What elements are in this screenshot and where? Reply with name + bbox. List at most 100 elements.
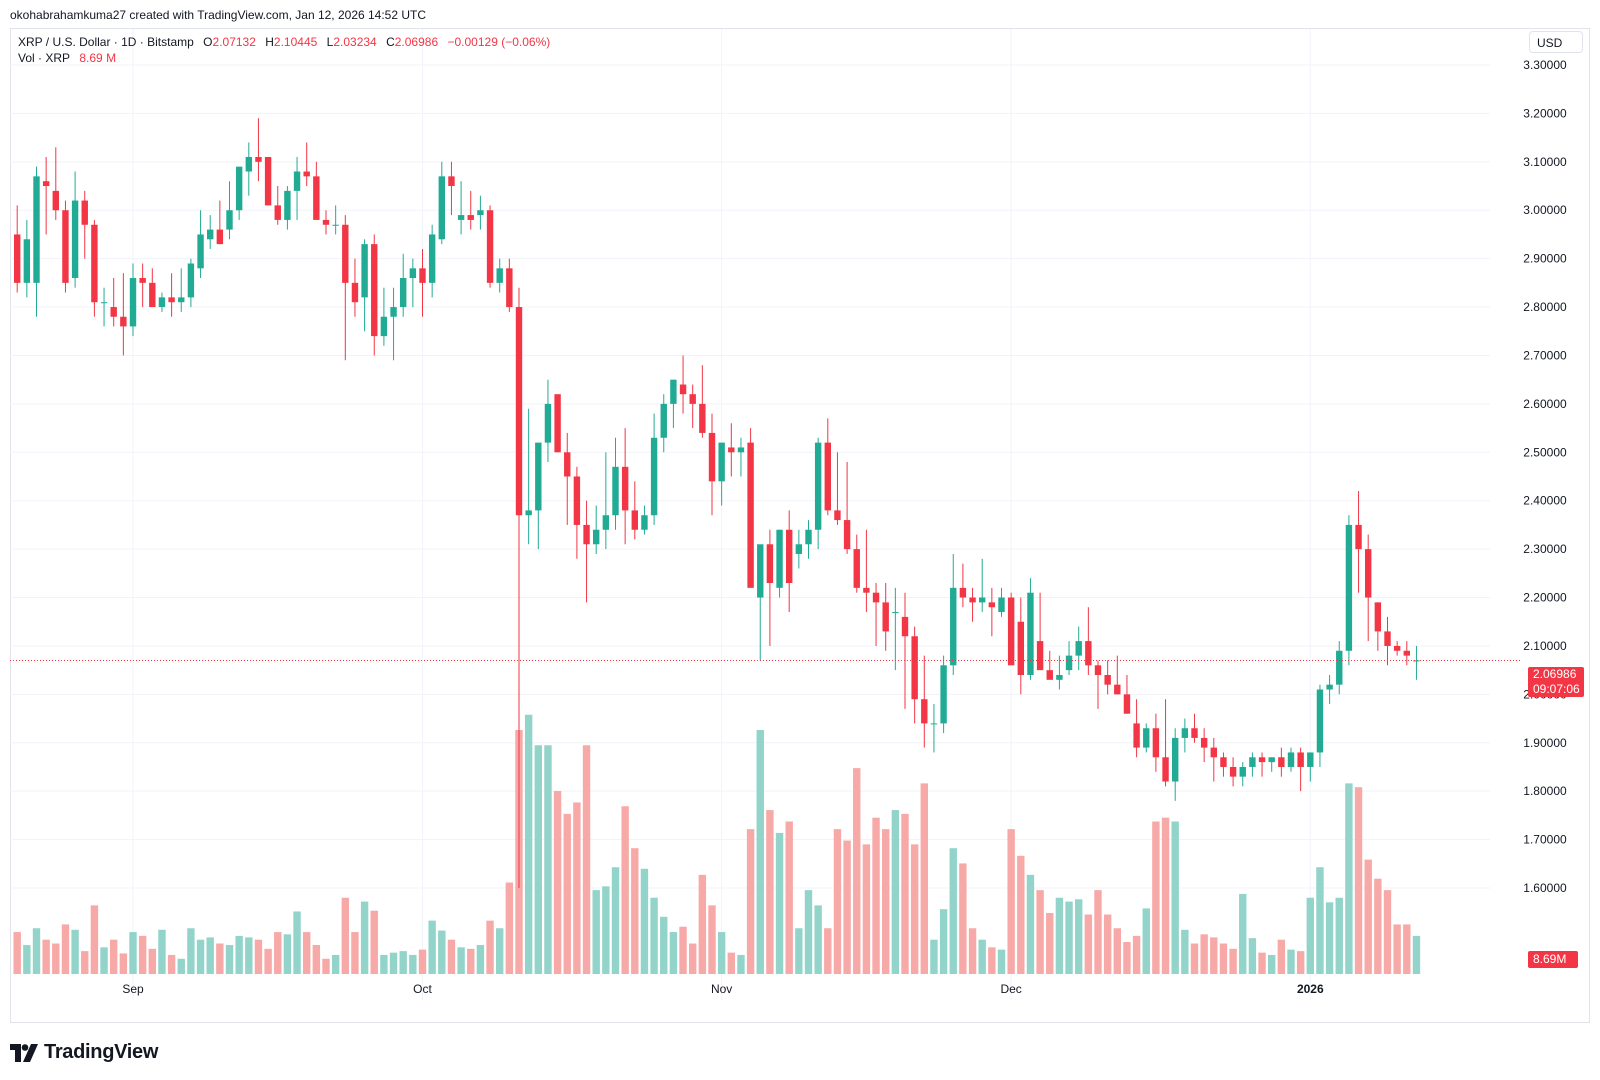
volume-bar [833,829,842,974]
candle [747,428,754,588]
volume-bar [457,947,465,974]
candle [525,408,532,545]
candle-body [1162,757,1169,782]
candle [23,219,31,298]
volume-bar [679,926,687,974]
volume-bar [71,929,79,974]
candle [921,655,928,748]
volume-bar [32,928,41,974]
volume-bar [978,939,986,974]
candle-body [757,544,764,598]
volume-bar [563,813,571,974]
candle-body [245,156,252,172]
candle [448,161,455,216]
candle-body [1094,665,1102,675]
volume-bar [380,954,388,974]
candle-body [1133,723,1140,748]
volume-bar [1017,855,1025,974]
candle-body [612,466,619,516]
candle-body [1123,694,1131,714]
volume-bar [1103,914,1112,974]
volume-bar [959,863,967,974]
candle [1210,737,1217,782]
price-tick-label: 2.80000 [1523,300,1567,314]
price-tick-label: 3.00000 [1523,203,1567,217]
candle-body [988,602,996,608]
volume-bar [746,829,755,974]
candle-body [1307,752,1314,767]
candle [834,452,841,525]
volume-bar [669,932,678,974]
candle [1075,626,1082,671]
volume-bar [1403,924,1411,974]
time-tick-label: 2026 [1297,982,1324,996]
candle-body [81,200,88,225]
tradingview-logo[interactable]: TradingView [10,1041,158,1064]
candle-body [660,403,667,438]
candle [1336,641,1343,695]
candle [1162,699,1169,787]
candle-body [14,234,21,283]
candle [110,278,117,327]
candle [1191,713,1198,743]
time-tick-label: Nov [711,982,732,996]
candle [342,215,349,361]
candle-body [390,307,397,317]
price-axis: 3.30000 3.20000 3.10000 3.00000 2.90000 2.800… [1523,58,1567,895]
candle-body [91,224,98,303]
candle-body [1191,728,1198,738]
candle [1393,641,1401,656]
candle-body [1258,757,1266,763]
candle [477,195,484,230]
candle-body [728,447,735,453]
candle [100,287,108,327]
legend-change: −0.00129 (−0.06%) [447,35,551,49]
candle-body [23,239,31,283]
volume-bar [1036,890,1044,974]
candle [679,355,687,414]
volume-bar [254,939,263,974]
candle-body [708,432,716,482]
candle [216,200,224,245]
time-axis: Sep Oct Nov Dec 2026 [122,982,1324,996]
candle-body [1316,689,1324,753]
currency-button[interactable]: USD [1529,31,1583,53]
candle-body [834,510,841,521]
candle-body [593,529,600,545]
candle [631,481,638,540]
candle [1403,641,1410,666]
candle-body [969,597,976,603]
candle [457,181,465,235]
volume-bar [534,745,542,974]
volume-bar [1393,924,1401,974]
volume-bar [1210,937,1218,974]
candle [650,413,658,525]
volume-bar [110,939,118,974]
candle [1220,752,1227,777]
volume-bar [910,844,919,974]
volume-bar [524,714,533,974]
candle [303,142,310,187]
candle [390,287,397,361]
volume-bar [689,943,697,974]
candle-body [486,210,494,283]
candle [824,418,831,516]
volume-bar [872,817,880,974]
candle-body [1336,650,1343,685]
volume-bar [90,905,99,974]
volume-bar [1229,948,1237,974]
candle [120,273,127,356]
candle-body [930,723,938,725]
candle-body [207,229,214,240]
candle [621,428,629,545]
candle [1046,650,1053,680]
legend-vol-value: 8.69 M [79,51,117,65]
volume-bar [1364,859,1372,974]
candle-body [274,205,281,220]
volume-bar [1383,890,1392,974]
candle [438,161,445,245]
volume-bar [81,951,89,974]
candle [1133,699,1140,758]
candle [699,365,706,438]
